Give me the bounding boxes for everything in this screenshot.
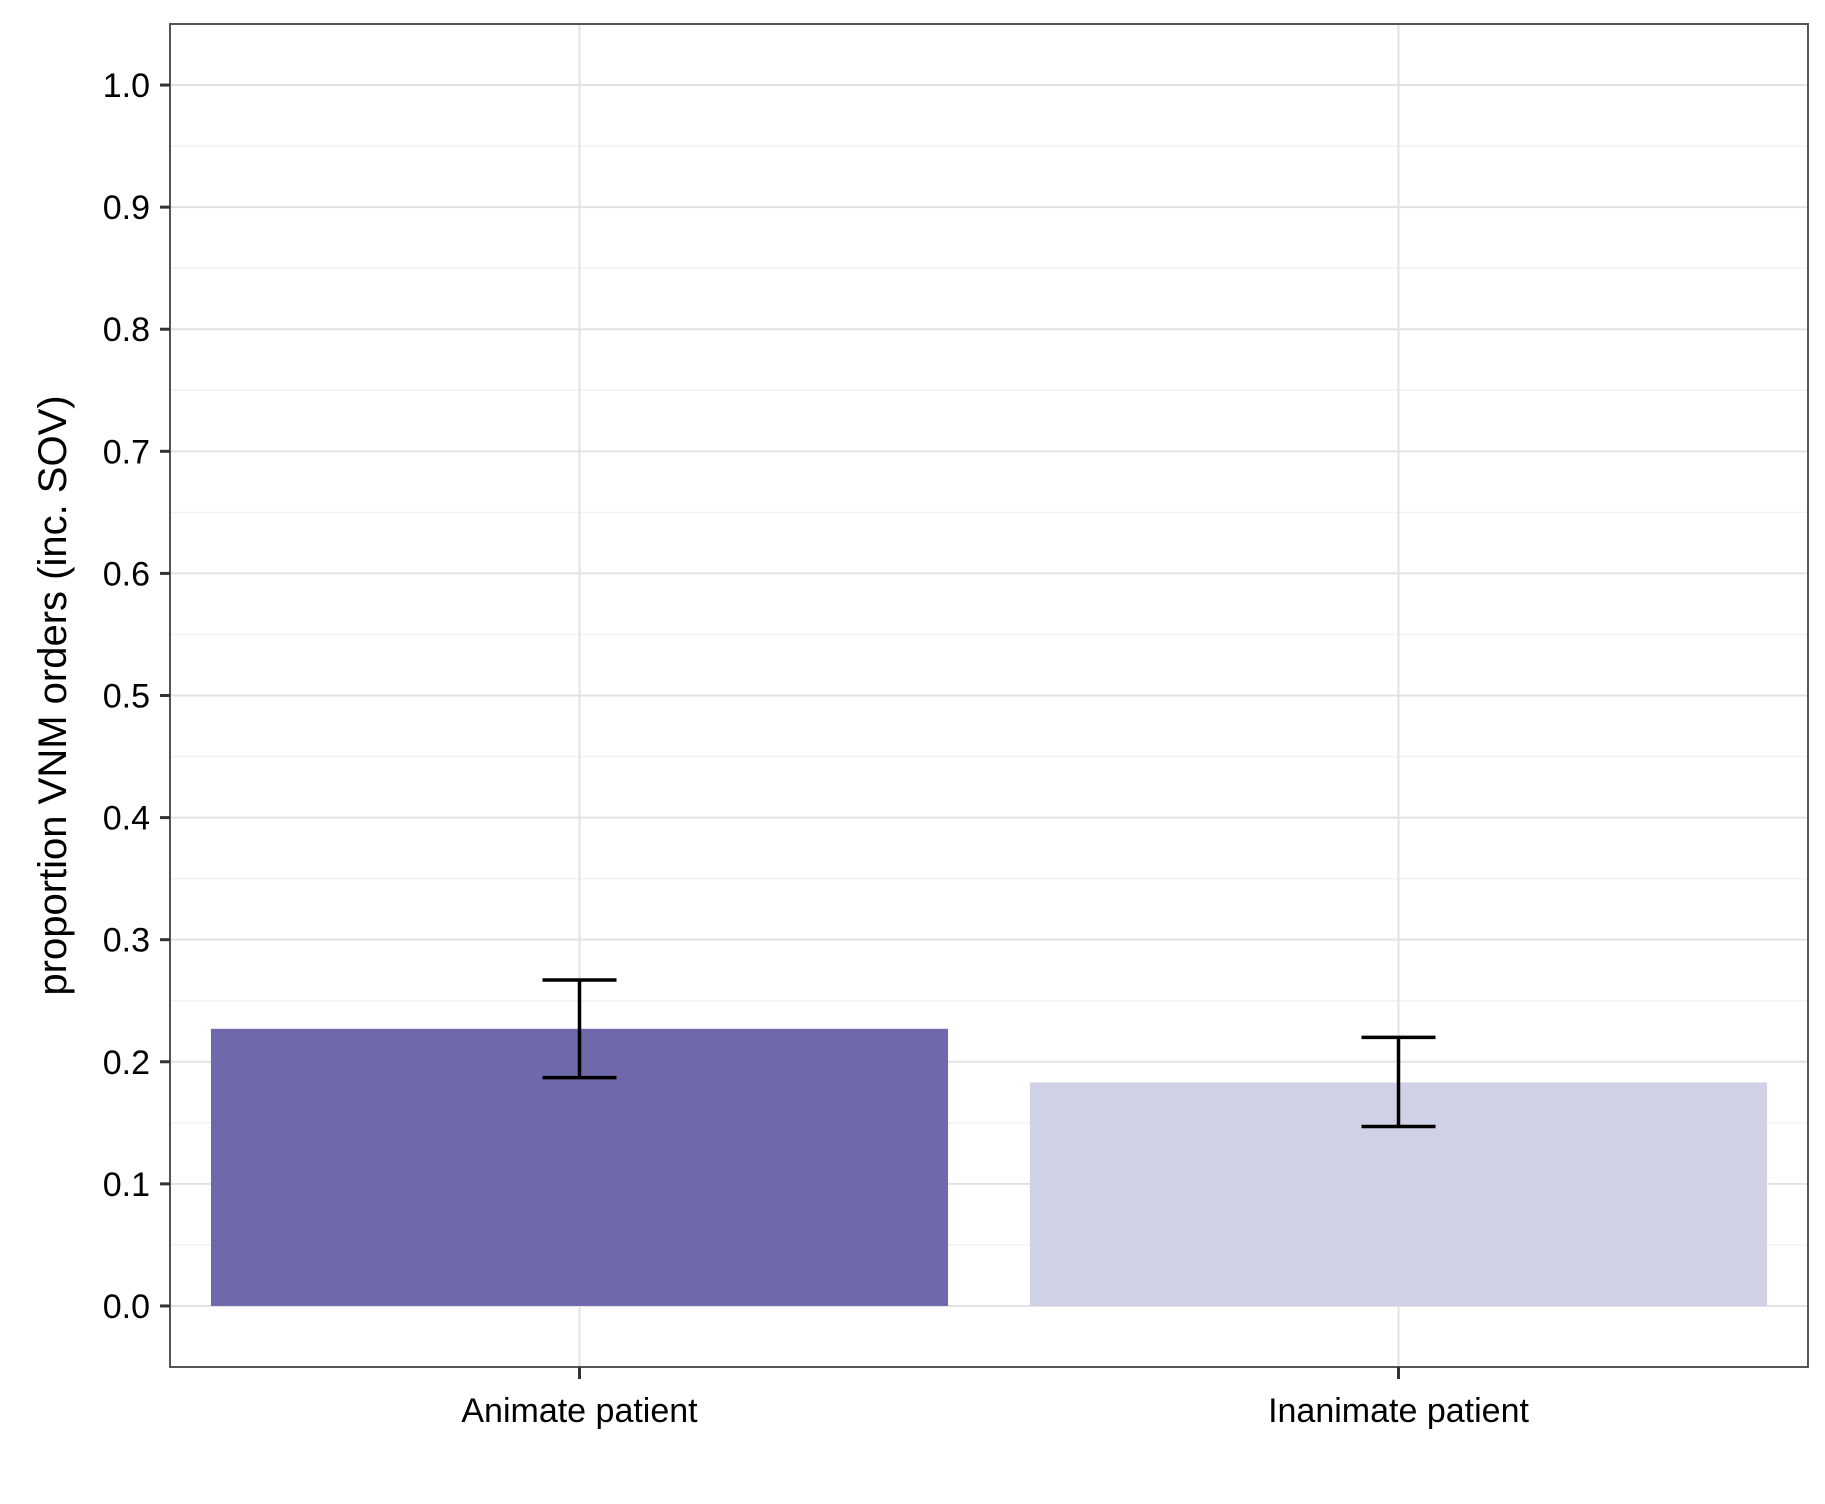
y-tick-label: 1.0 <box>103 67 150 105</box>
y-axis: 0.0 0.1 0.2 0.3 0.4 0.5 0.6 0.7 0.8 0.9 1.0 <box>103 67 170 1326</box>
y-axis-title: proportion VNM orders (inc. SOV) <box>31 395 75 995</box>
y-tick-label: 0.9 <box>103 189 150 227</box>
y-tick-label: 0.7 <box>103 433 150 471</box>
bars <box>210 1028 1768 1306</box>
y-tick-label: 0.4 <box>103 800 150 838</box>
y-tick-label: 0.0 <box>103 1288 150 1326</box>
y-tick-label: 0.1 <box>103 1166 150 1204</box>
x-tick-label: Animate patient <box>461 1392 698 1430</box>
x-tick-label: Inanimate patient <box>1268 1392 1529 1430</box>
error-bars <box>542 978 1436 1129</box>
y-tick-label: 0.3 <box>103 922 150 960</box>
y-tick-label: 0.5 <box>103 678 150 716</box>
y-tick-label: 0.2 <box>103 1044 150 1082</box>
error-bar <box>542 978 617 1080</box>
x-axis: Animate patient Inanimate patient <box>461 1367 1529 1430</box>
error-bar <box>1361 1035 1436 1129</box>
y-tick-label: 0.6 <box>103 555 150 593</box>
y-tick-label: 0.8 <box>103 311 150 349</box>
